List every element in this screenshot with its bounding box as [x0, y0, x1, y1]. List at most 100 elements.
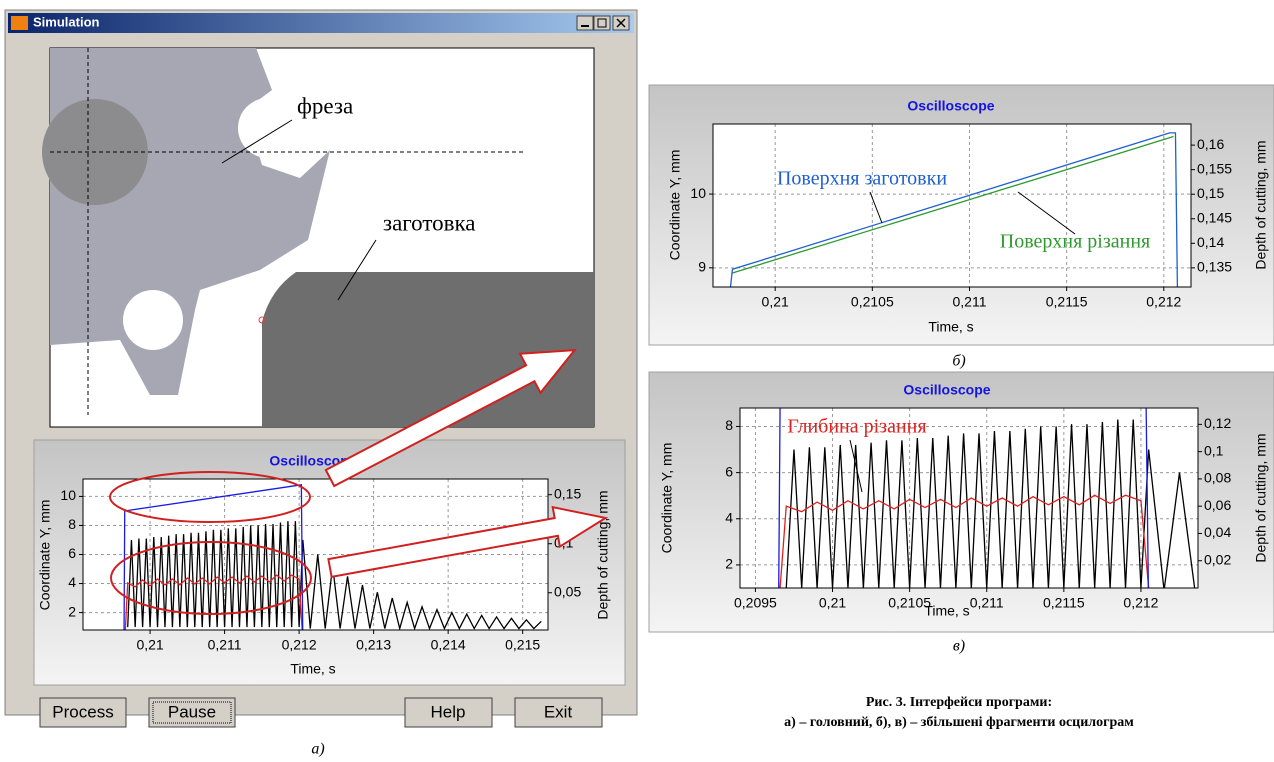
x-tick-label: 0,211 [970, 595, 1004, 611]
x-tick-label: 0,212 [282, 637, 317, 653]
x-tick-label: 0,212 [1123, 595, 1158, 611]
series-line [124, 574, 303, 630]
window-title: Simulation [33, 14, 100, 29]
title-bar [8, 13, 634, 33]
minimize-button[interactable] [576, 15, 594, 31]
y2-tick-label: 0,15 [1197, 185, 1224, 201]
x-tick-label: 0,215 [505, 637, 540, 653]
y-axis-label: Coordinate Y, mm [667, 150, 683, 261]
maximize-button[interactable] [593, 15, 611, 31]
leader-line [221, 119, 293, 164]
y-tick-label: 6 [68, 545, 76, 561]
y2-tick-label: 0,145 [1197, 209, 1232, 225]
button-label[interactable]: Pause [168, 702, 216, 721]
annotation: Поверхня заготовки [777, 168, 947, 190]
y2-tick-label: 0,155 [1197, 160, 1232, 176]
x-tick-label: 0,21 [762, 294, 789, 310]
subfigure-caption: а) [311, 741, 324, 758]
y-axis-label: Coordinate Y, mm [659, 443, 675, 554]
app-icon [11, 16, 28, 30]
annotation-leader [869, 191, 883, 224]
process-button[interactable] [39, 697, 127, 728]
button-label[interactable]: Help [431, 702, 466, 721]
subfigure-caption: б) [952, 353, 965, 370]
arrow [324, 348, 577, 488]
highlight-ellipse [109, 471, 311, 523]
x-tick-label: 0,2115 [1046, 294, 1088, 310]
annotation-leader [849, 439, 863, 493]
x-tick-label: 0,2095 [734, 595, 777, 611]
y2-tick-label: 0,1 [1204, 442, 1224, 458]
chart-title: Oscilloscope [903, 382, 990, 398]
x-tick-label: 0,212 [1146, 294, 1181, 310]
exit-button[interactable] [514, 697, 603, 728]
simulation-scene: фреза заготовка [42, 47, 595, 428]
series-line [732, 135, 1174, 274]
y-tick-label: 6 [725, 463, 733, 479]
y-axis-label: Coordinate Y, mm [37, 500, 53, 611]
x-axis-label: Time, s [290, 661, 335, 677]
y-tick-label: 10 [690, 185, 706, 201]
help-button[interactable] [404, 697, 493, 728]
plot-frame [82, 478, 549, 631]
x-tick-label: 0,2105 [888, 595, 931, 611]
x-tick-label: 0,21 [819, 595, 846, 611]
y2-axis-label: Depth of cutting, mm [1253, 140, 1269, 269]
y2-axis-label: Depth of cutting, mm [1253, 433, 1269, 562]
button-label[interactable]: Exit [544, 702, 573, 721]
y2-tick-label: 0,05 [554, 583, 581, 599]
annotation-leader [1017, 191, 1076, 235]
x-axis-label: Time, s [928, 319, 973, 335]
window-controls[interactable] [576, 15, 630, 31]
x-tick-label: 0,2105 [851, 294, 894, 310]
y-tick-label: 8 [725, 417, 733, 433]
workpiece [262, 272, 594, 427]
highlight-ellipse [110, 541, 312, 615]
scene-label: заготовка [383, 210, 476, 235]
arrow [327, 505, 609, 579]
y2-tick-label: 0,06 [1204, 497, 1231, 513]
button-label[interactable]: Process [52, 702, 113, 721]
annotation: Поверхня різання [1000, 231, 1151, 253]
y2-tick-label: 0,04 [1204, 524, 1231, 540]
x-axis-label: Time, s [924, 603, 969, 619]
series-line [778, 408, 1150, 588]
y2-tick-label: 0,15 [554, 485, 581, 501]
series-line [785, 419, 1196, 588]
plot-frame [712, 123, 1192, 288]
annotation: Глибина різання [787, 416, 926, 438]
charts: Oscilloscope Time, s Coordinate Y, mm Depth… [33, 84, 1274, 686]
buttons: Process Pause Help Exit [39, 697, 603, 728]
y-tick-label: 9 [698, 259, 706, 275]
scene-label: фреза [297, 93, 353, 118]
series-line [127, 521, 542, 630]
pause-button[interactable] [148, 697, 236, 728]
x-tick-label: 0,2115 [1043, 595, 1085, 611]
y2-tick-label: 0,16 [1197, 136, 1224, 152]
y2-tick-label: 0,02 [1204, 551, 1231, 567]
y-tick-label: 2 [725, 556, 733, 572]
y-tick-label: 4 [725, 509, 733, 525]
cutter-notch [123, 290, 183, 350]
x-tick-label: 0,211 [952, 294, 986, 310]
x-tick-label: 0,214 [431, 637, 466, 653]
y-tick-label: 2 [68, 603, 76, 619]
x-tick-label: 0,211 [208, 637, 242, 653]
x-tick-label: 0,21 [136, 637, 163, 653]
y-tick-label: 4 [68, 574, 76, 590]
figure-caption: а) – головний, б), в) – збільшені фрагме… [784, 715, 1134, 730]
chart-title: Oscilloscope [907, 98, 994, 114]
y2-axis-label: Depth of cutting, mm [595, 490, 611, 619]
y2-tick-label: 0,12 [1204, 415, 1231, 431]
series-line [729, 132, 1179, 287]
subfigure-caption: в) [953, 638, 965, 655]
y2-tick-label: 0,135 [1197, 259, 1232, 275]
y-tick-label: 10 [60, 487, 76, 503]
x-tick-label: 0,213 [356, 637, 391, 653]
plot-frame [739, 407, 1199, 589]
cutter-notch [238, 98, 298, 158]
y2-tick-label: 0,14 [1197, 234, 1224, 250]
highlights [109, 348, 609, 615]
series-line [779, 494, 1150, 588]
